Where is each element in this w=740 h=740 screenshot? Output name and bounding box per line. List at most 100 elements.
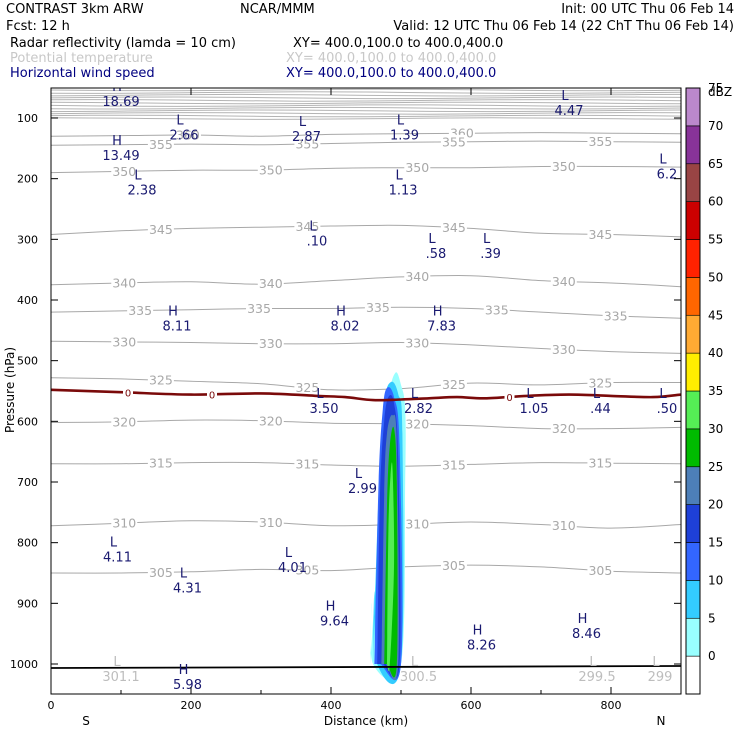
theta-label-bg [404,516,431,530]
ground-surface-line [51,665,681,669]
wind-extremum-value: 18.69 [102,95,139,110]
y-axis-label: Pressure (hPa) [3,347,17,433]
colorbar-swatch-5 [685,617,701,657]
wind-extremum-high-mark: H [473,624,483,639]
upper-contour-line [51,101,681,105]
header-fcst: Fcst: 12 h [6,19,70,34]
y-tick-label: 1000 [10,658,38,671]
theta-label-bg [440,558,467,572]
y-tick-label: 800 [17,537,38,550]
theta-label: 330 [259,336,283,351]
wind-extremum-low-mark: L [110,536,118,551]
wind-extremum-low-mark: L [561,89,569,104]
theta-label: 330 [405,336,429,351]
wind-extremum-value: .44 [590,402,611,417]
wind-extremum-value: 9.64 [320,614,349,629]
wind-extremum-value: 1.13 [389,184,418,199]
colorbar-label: 25 [708,460,723,474]
x-axis-label: Distance (km) [324,714,408,728]
theta-label: 345 [295,219,319,234]
theta-label: 340 [552,274,576,289]
wind-extremum-high-mark: H [179,663,189,678]
wind-extremum-value: 4.47 [555,104,584,119]
colorbar-label: 30 [708,422,723,436]
colorbar-frame [685,87,701,695]
theta-label: 325 [295,380,319,395]
theta-label-bg [440,377,467,391]
header-model: CONTRAST 3km ARW [6,2,144,17]
wind-extremum-value: 2.66 [170,128,199,143]
theta-label: 340 [112,275,136,290]
theta-label: 335 [366,300,390,315]
theta-label-bg [147,137,174,151]
upper-contour-line [51,104,681,107]
theta-label-bg [294,457,321,471]
y-tick-label: 100 [17,112,38,125]
wind-extremum-high-mark: H [336,304,346,319]
theta-label-bg [147,222,174,236]
theta-label: 310 [405,516,429,531]
wind-extremum-low-mark: L [316,387,324,402]
wind-extremum-low-mark: L [483,232,491,247]
x-axis: 0 200 400 600 800 [48,88,622,712]
header-line3-label: Horizontal wind speed [10,66,155,81]
y-tick-label: 600 [17,415,38,428]
theta-label: 340 [259,276,283,291]
colorbar-label: 75 [708,81,723,95]
reflectivity-35dbz [387,462,395,672]
upper-level-contours [51,88,681,120]
wind-extremum-value: .10 [307,234,328,249]
colorbar-label: 55 [708,233,723,247]
theta-label-bg [587,456,614,470]
wind-extremum-value: 6.2 [657,168,678,183]
wind-extremum-value: 7.83 [427,319,456,334]
wind-extremum-low-mark: L [411,655,419,670]
wind-extremum-low-mark: L [659,153,667,168]
wind-extremum-value: 2.38 [128,184,157,199]
south-label: S [82,714,90,728]
wind-extremum-low-mark: L [593,387,601,402]
theta-label-bg [111,516,138,530]
header-line2-xy: XY= 400.0,100.0 to 400.0,400.0 [286,51,496,66]
theta-label: 320 [552,421,576,436]
wind-extremum-low-mark: L [299,115,307,130]
colorbar-swatch-40 [685,352,701,392]
y-tick-label: 500 [17,355,38,368]
wind-extremum-low-mark: L [589,655,597,670]
wind-extremum-value: 299 [648,670,673,685]
wind-extremum-low-mark: L [526,387,534,402]
wind-extrema-labels: H18.69 L4.47L2.66L2.87L1.39H13.49L2.38L1.… [102,80,678,693]
theta-contour-350 [51,165,681,174]
theta-label-bg [111,164,138,178]
theta-label: 350 [552,159,576,174]
wind-extremum-high-mark: H [578,612,588,627]
freezing-label: 0 [209,390,215,401]
wind-extremum-value: 13.49 [102,149,139,164]
wind-extremum-low-mark: L [411,387,419,402]
wind-extremum-value: 301.1 [102,670,139,685]
theta-label: 340 [405,269,429,284]
theta-label: 355 [149,137,173,152]
wind-extremum-low-mark: L [180,566,188,581]
theta-contour-310 [51,520,681,529]
wind-extremum-value: 4.11 [103,551,132,566]
colorbar-swatch-10 [685,580,701,619]
wind-extremum-high-mark: H [112,80,122,95]
colorbar-label: 35 [708,384,723,398]
colorbar-label: 40 [708,346,723,360]
theta-label-bg [294,380,321,394]
theta-label: 315 [149,456,173,471]
theta-label-bg [257,276,284,290]
wind-extremum-value: 8.11 [163,319,192,334]
colorbar-label: 5 [708,611,716,625]
upper-contour-line [51,99,681,102]
wind-extremum-value: 8.26 [467,639,496,654]
theta-label: 355 [442,134,466,149]
y-tick-label: 700 [17,476,38,489]
theta-label: 305 [149,565,173,580]
wind-extremum-value: 300.5 [400,670,437,685]
upper-contour-line [51,109,681,113]
colorbar-label: 15 [708,536,723,550]
colorbar-swatch-25 [685,466,701,505]
